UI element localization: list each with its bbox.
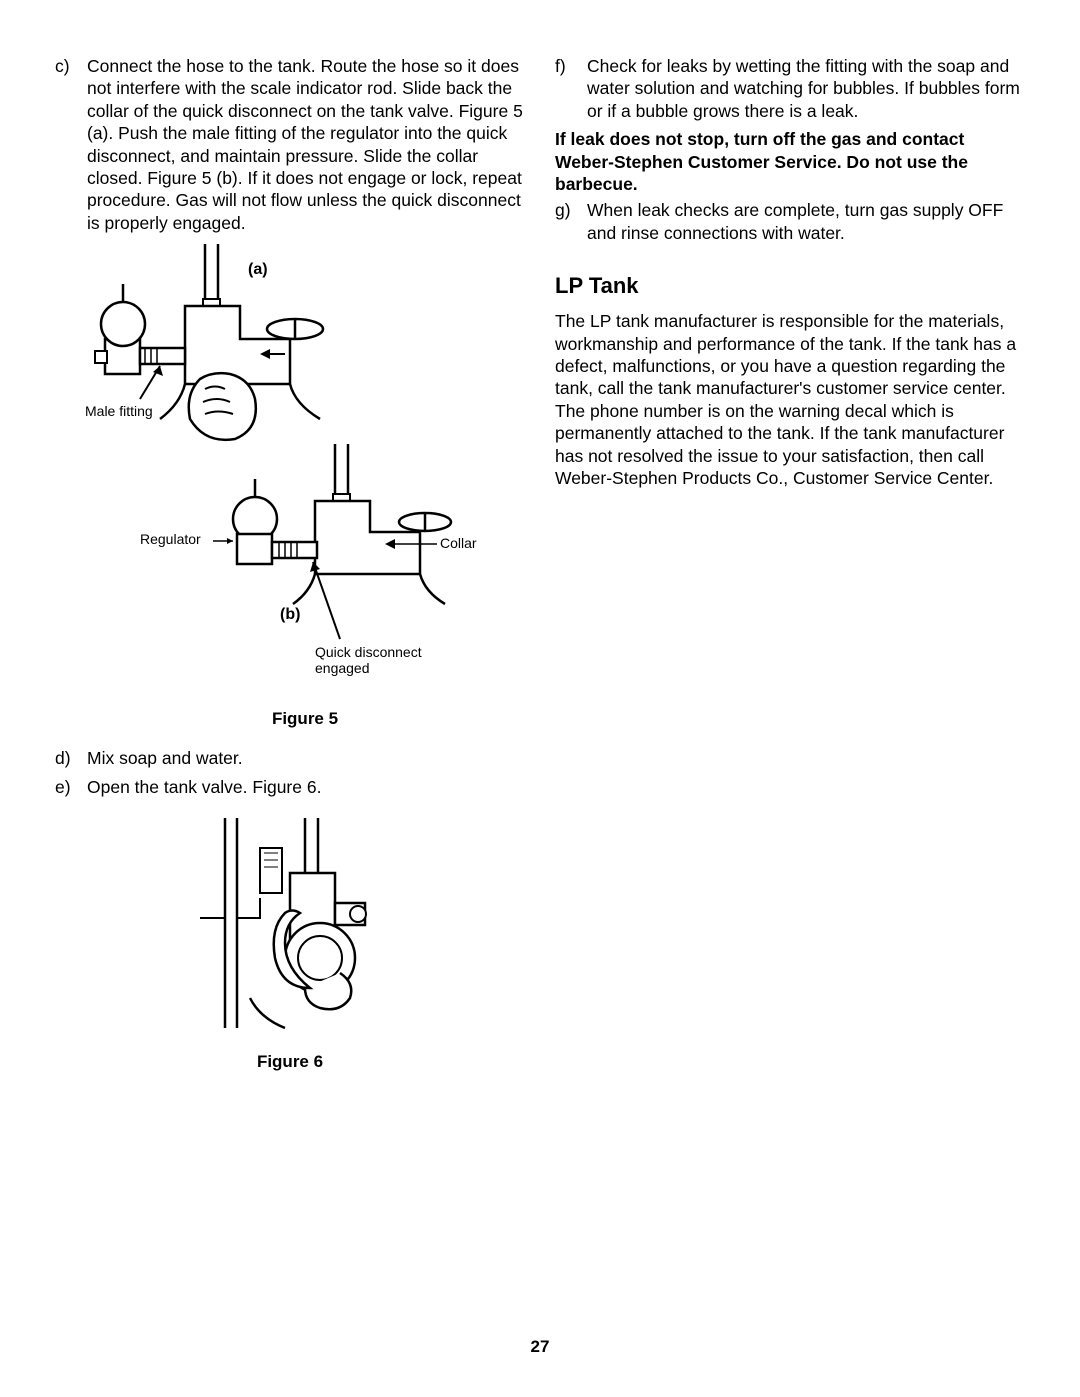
list-body: Connect the hose to the tank. Route the … xyxy=(87,55,525,234)
two-columns: c) Connect the hose to the tank. Route t… xyxy=(55,55,1025,1091)
bold-warning: If leak does not stop, turn off the gas … xyxy=(555,128,1025,195)
list-body: When leak checks are complete, turn gas … xyxy=(587,199,1025,244)
page: c) Connect the hose to the tank. Route t… xyxy=(0,0,1080,1397)
right-column: f) Check for leaks by wetting the fittin… xyxy=(555,55,1025,1091)
fig5-label-a: (a) xyxy=(248,261,268,278)
list-item-c: c) Connect the hose to the tank. Route t… xyxy=(55,55,525,234)
list-marker: e) xyxy=(55,776,87,798)
figure-5-caption: Figure 5 xyxy=(85,708,525,730)
figure-5-svg: (a) Male fitting xyxy=(85,244,485,699)
figure-6: Figure 6 xyxy=(55,818,525,1073)
fig5-label-regulator: Regulator xyxy=(140,531,201,547)
page-number: 27 xyxy=(0,1337,1080,1357)
fig5-label-male: Male fitting xyxy=(85,403,153,419)
figure-6-svg xyxy=(190,818,390,1043)
list-item-e: e) Open the tank valve. Figure 6. xyxy=(55,776,525,798)
list-body: Mix soap and water. xyxy=(87,747,525,769)
heading-lp-tank: LP Tank xyxy=(555,272,1025,300)
list-body: Open the tank valve. Figure 6. xyxy=(87,776,525,798)
list-marker: c) xyxy=(55,55,87,234)
list-marker: g) xyxy=(555,199,587,244)
figure-5: (a) Male fitting xyxy=(85,244,525,729)
list-item-d: d) Mix soap and water. xyxy=(55,747,525,769)
fig5-label-collar: Collar xyxy=(440,535,477,551)
list-marker: d) xyxy=(55,747,87,769)
list-marker: f) xyxy=(555,55,587,122)
list-item-g: g) When leak checks are complete, turn g… xyxy=(555,199,1025,244)
list-item-f: f) Check for leaks by wetting the fittin… xyxy=(555,55,1025,122)
fig5-label-quick-l1: Quick disconnect xyxy=(315,644,422,660)
list-body: Check for leaks by wetting the fitting w… xyxy=(587,55,1025,122)
fig5-label-quick-l2: engaged xyxy=(315,660,370,676)
paragraph-lp-tank: The LP tank manufacturer is responsible … xyxy=(555,310,1025,489)
left-column: c) Connect the hose to the tank. Route t… xyxy=(55,55,525,1091)
figure-6-caption: Figure 6 xyxy=(55,1051,525,1073)
fig5-label-b: (b) xyxy=(280,606,300,623)
